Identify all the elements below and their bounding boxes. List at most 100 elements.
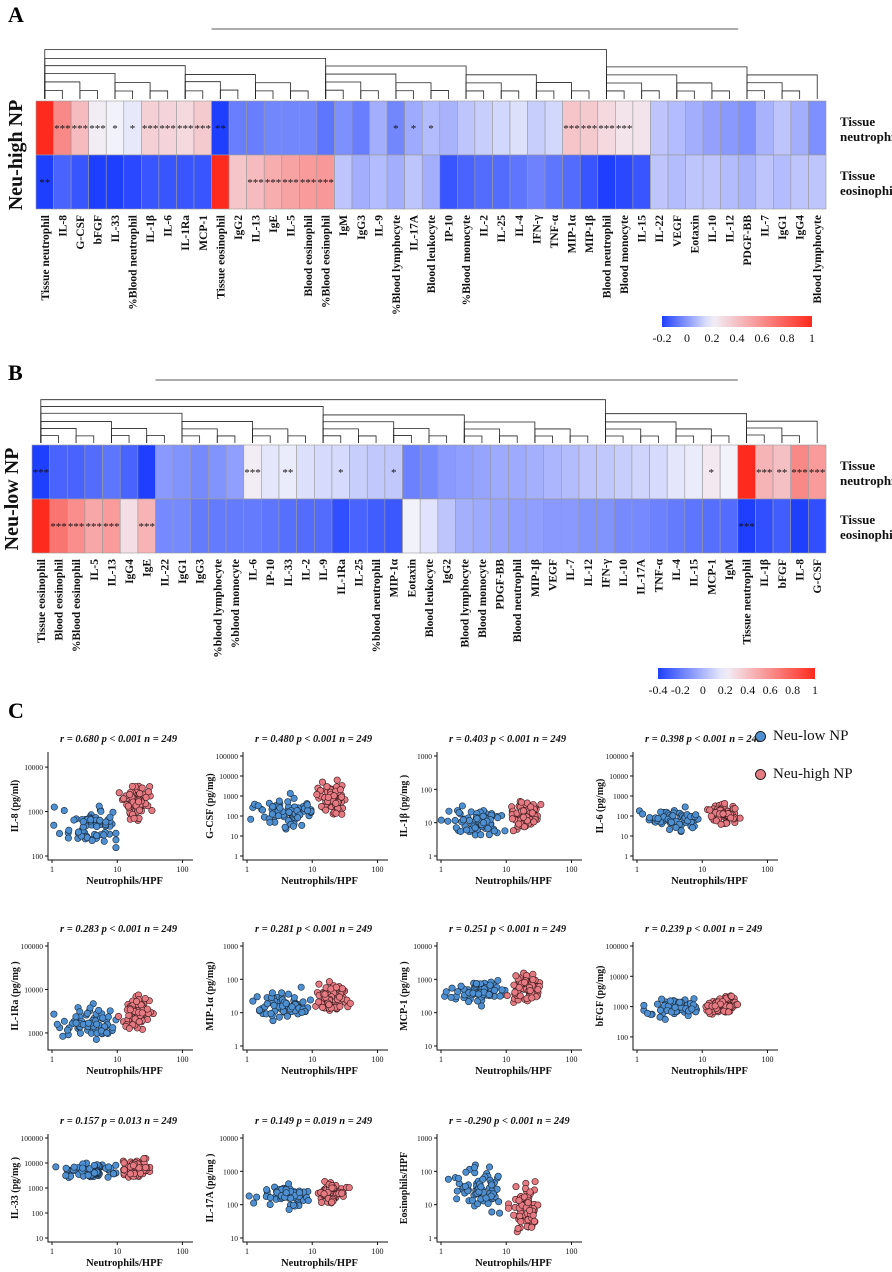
x-tick-label: 1 bbox=[635, 1055, 639, 1064]
point-neu-high bbox=[530, 1217, 538, 1225]
heatmap-cell bbox=[666, 498, 686, 554]
heatmap-cell bbox=[84, 444, 103, 500]
significance-stars: *** bbox=[317, 177, 334, 189]
colorbar-tick: 0.2 bbox=[718, 683, 733, 697]
column-label: Blood neutrophil bbox=[512, 559, 524, 642]
point-neu-high bbox=[519, 813, 527, 821]
point-neu-low bbox=[93, 1020, 101, 1028]
scatter-plot: r = -0.290 p < 0.001 n = 249 1 10 100 Neutro… bbox=[399, 1116, 582, 1269]
x-tick-label: 10 bbox=[113, 1055, 121, 1064]
dendrogram-branch bbox=[463, 435, 483, 443]
point-neu-low bbox=[112, 836, 120, 844]
column-label: bFGF bbox=[777, 559, 789, 588]
point-neu-high bbox=[717, 820, 725, 828]
y-axis-label: IL-8 (pg/ml) bbox=[10, 780, 21, 833]
point-neu-high bbox=[707, 812, 715, 820]
column-label: IgG2 bbox=[442, 559, 454, 584]
point-neu-low bbox=[96, 816, 104, 824]
point-neu-high bbox=[524, 1199, 532, 1207]
y-tick-label: 10000 bbox=[24, 985, 43, 994]
column-label: MIP-1β bbox=[584, 215, 596, 253]
x-tick-label: 10 bbox=[698, 865, 706, 874]
panel-label-c: C bbox=[8, 698, 24, 723]
point-neu-high bbox=[325, 978, 333, 986]
point-neu-high bbox=[528, 994, 536, 1002]
point-neu-high bbox=[515, 983, 523, 991]
heatmap-cell bbox=[650, 154, 669, 210]
x-tick-label: 100 bbox=[176, 1055, 188, 1064]
point-neu-low bbox=[458, 802, 466, 810]
point-neu-high bbox=[138, 1009, 146, 1017]
point-neu-high bbox=[530, 818, 538, 826]
heatmap-cell bbox=[597, 154, 616, 210]
column-label: IL-6 bbox=[163, 215, 175, 237]
point-neu-low bbox=[453, 1187, 461, 1195]
point-neu-low bbox=[263, 1186, 271, 1194]
column-label: IFN-γ bbox=[600, 558, 612, 588]
point-neu-low bbox=[474, 1200, 482, 1208]
heatmap-cell bbox=[737, 100, 757, 156]
column-label: IL-15 bbox=[637, 215, 649, 243]
point-neu-low bbox=[90, 1161, 98, 1169]
point-neu-low bbox=[282, 999, 290, 1007]
heatmap-cell bbox=[667, 100, 686, 156]
dendrogram-branch bbox=[393, 435, 412, 443]
point-neu-high bbox=[322, 806, 330, 814]
point-neu-low bbox=[267, 1010, 275, 1018]
scatter-axes bbox=[47, 942, 193, 1051]
point-neu-low bbox=[106, 1007, 114, 1015]
heatmap-cell bbox=[773, 154, 792, 210]
point-neu-high bbox=[529, 976, 537, 984]
x-axis-label: Neutrophils/HPF bbox=[671, 876, 748, 887]
dendrogram-branch bbox=[325, 89, 344, 99]
point-neu-low bbox=[472, 980, 480, 988]
column-label: IL-25 bbox=[353, 559, 365, 587]
point-neu-low bbox=[442, 988, 450, 996]
point-neu-low bbox=[490, 827, 498, 835]
point-neu-low bbox=[112, 844, 120, 852]
column-label: Blood lymphocyte bbox=[459, 559, 471, 648]
y-tick-label: 1000 bbox=[417, 1134, 432, 1143]
legend-neu-low: Neu-low NP bbox=[755, 728, 848, 745]
scatter-stats: r = 0.398 p < 0.001 n = 249 bbox=[645, 734, 763, 745]
point-neu-high bbox=[332, 809, 340, 817]
point-neu-high bbox=[338, 985, 346, 993]
point-neu-low bbox=[285, 1206, 293, 1214]
point-neu-high bbox=[315, 998, 323, 1006]
scatter-stats: r = 0.283 p < 0.001 n = 249 bbox=[60, 924, 178, 935]
point-neu-low bbox=[459, 816, 467, 824]
heatmap-cell bbox=[755, 100, 774, 156]
y-tick-label: 1000 bbox=[223, 792, 238, 801]
x-axis-label: Neutrophils/HPF bbox=[86, 1258, 163, 1269]
column-label: IgG4 bbox=[124, 559, 136, 584]
point-neu-low bbox=[639, 810, 647, 818]
dendrogram-branch bbox=[219, 89, 239, 99]
heatmap-cell bbox=[172, 444, 192, 500]
heatmap-cell bbox=[439, 100, 458, 156]
point-neu-low bbox=[666, 997, 674, 1005]
heatmap-cell bbox=[369, 100, 388, 156]
significance-stars: *** bbox=[54, 123, 71, 135]
point-neu-high bbox=[136, 806, 144, 814]
heatmap-cell bbox=[631, 444, 650, 500]
column-label: %Blood monocyte bbox=[461, 215, 473, 305]
y-tick-label: 100 bbox=[421, 785, 433, 794]
point-neu-high bbox=[724, 1008, 732, 1016]
point-neu-low bbox=[484, 824, 492, 832]
point-neu-low bbox=[55, 830, 63, 838]
dendrogram-branch bbox=[430, 90, 449, 99]
point-neu-low bbox=[689, 824, 697, 832]
heatmap-cell bbox=[369, 154, 388, 210]
scatter-stats: r = 0.251 p < 0.001 n = 249 bbox=[449, 924, 567, 935]
point-neu-low bbox=[455, 1174, 463, 1182]
y-tick-label: 10000 bbox=[24, 763, 43, 772]
point-neu-low bbox=[498, 986, 506, 994]
y-tick-label: 1000 bbox=[417, 752, 432, 761]
significance-stars: *** bbox=[791, 467, 808, 479]
point-neu-high bbox=[120, 1159, 128, 1167]
heatmap-cell bbox=[366, 444, 386, 500]
point-neu-high bbox=[321, 990, 329, 998]
point-neu-low bbox=[477, 1002, 485, 1010]
heatmap-cell bbox=[632, 100, 651, 156]
column-label: Blood monocyte bbox=[619, 215, 631, 294]
